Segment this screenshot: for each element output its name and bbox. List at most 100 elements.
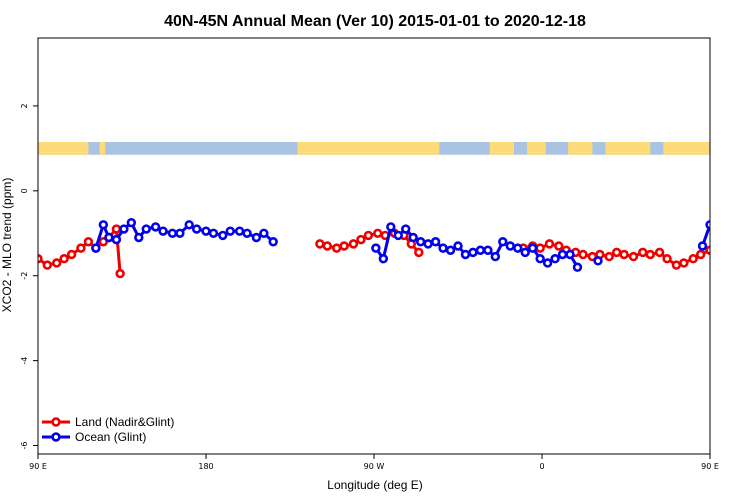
data-point bbox=[415, 237, 426, 247]
data-point bbox=[535, 243, 545, 253]
data-point bbox=[66, 249, 77, 260]
data-point bbox=[736, 228, 743, 235]
data-point bbox=[141, 224, 151, 234]
data-point bbox=[208, 228, 219, 238]
data-point bbox=[638, 247, 648, 258]
legend-marker bbox=[51, 432, 61, 442]
data-point bbox=[218, 230, 228, 241]
data-point bbox=[234, 226, 245, 236]
data-point bbox=[386, 222, 396, 232]
data-point bbox=[363, 230, 374, 241]
data-point bbox=[423, 239, 433, 249]
data-point bbox=[242, 228, 252, 238]
data-point bbox=[259, 228, 269, 238]
data-point bbox=[251, 232, 262, 243]
data-point bbox=[191, 224, 202, 234]
legend: Land (Nadir&Glint)Ocean (Glint) bbox=[42, 415, 174, 444]
data-point bbox=[42, 260, 53, 270]
data-point bbox=[38, 254, 43, 264]
data-point bbox=[104, 232, 114, 243]
data-point bbox=[733, 226, 740, 233]
data-point bbox=[322, 241, 333, 251]
data-point bbox=[414, 247, 424, 258]
data-point bbox=[550, 254, 560, 264]
data-point bbox=[201, 226, 211, 236]
data-point bbox=[535, 254, 545, 264]
data-point bbox=[554, 241, 564, 251]
y-tick-label: 0 bbox=[20, 188, 29, 193]
land-segment bbox=[663, 142, 710, 155]
x-tick-label: 0 bbox=[539, 462, 544, 471]
data-point bbox=[557, 249, 568, 260]
data-point bbox=[520, 247, 530, 258]
y-axis-label: XCO2 - MLO trend (ppm) bbox=[0, 178, 14, 313]
data-point bbox=[578, 249, 588, 260]
land-segment bbox=[99, 142, 106, 155]
data-point bbox=[91, 243, 101, 253]
legend-label: Ocean (Glint) bbox=[75, 430, 146, 444]
land-segment bbox=[297, 142, 440, 155]
data-point bbox=[111, 234, 122, 245]
data-point bbox=[654, 247, 665, 258]
data-point bbox=[225, 226, 235, 236]
series-line bbox=[38, 236, 110, 267]
data-point bbox=[645, 249, 655, 260]
x-axis-label: Longitude (deg E) bbox=[327, 478, 422, 492]
data-point bbox=[460, 249, 471, 260]
legend-label: Land (Nadir&Glint) bbox=[75, 415, 174, 429]
data-point bbox=[59, 254, 69, 264]
data-point bbox=[438, 243, 448, 253]
data-point bbox=[134, 232, 144, 243]
data-point bbox=[714, 236, 721, 243]
data-point bbox=[167, 228, 178, 238]
data-point bbox=[331, 243, 342, 253]
series-1 bbox=[91, 217, 750, 272]
data-point bbox=[373, 228, 383, 238]
data-point bbox=[371, 243, 381, 253]
land-sea-strip bbox=[38, 142, 710, 155]
data-point bbox=[722, 249, 729, 256]
x-tick-label: 180 bbox=[198, 462, 213, 471]
data-point bbox=[348, 239, 359, 249]
data-point bbox=[729, 234, 736, 241]
land-segment bbox=[38, 142, 89, 155]
data-point bbox=[184, 220, 194, 230]
data-point bbox=[697, 241, 708, 251]
data-point bbox=[158, 226, 168, 236]
data-point bbox=[688, 254, 698, 264]
data-point bbox=[453, 241, 463, 251]
data-point bbox=[356, 234, 366, 245]
data-point bbox=[115, 268, 125, 279]
data-point bbox=[662, 254, 672, 264]
data-point bbox=[744, 219, 750, 226]
x-tick-label: 90 W bbox=[364, 462, 385, 471]
y-tick-label: -2 bbox=[20, 272, 29, 280]
land-segment bbox=[568, 142, 593, 155]
legend-entry: Land (Nadir&Glint) bbox=[42, 415, 174, 429]
data-point bbox=[722, 240, 729, 247]
axes: 90 E 180 90 W 0 90 E 2 0 -2 -4 -6 bbox=[20, 103, 719, 471]
data-point bbox=[98, 220, 109, 230]
data-point bbox=[51, 258, 62, 268]
data-point bbox=[111, 224, 122, 234]
data-point bbox=[268, 237, 278, 247]
data-point bbox=[445, 245, 456, 255]
legend-marker bbox=[51, 417, 61, 427]
data-point bbox=[119, 224, 129, 234]
y-tick-label: -4 bbox=[20, 357, 29, 365]
data-point bbox=[671, 260, 682, 270]
data-point bbox=[714, 238, 721, 245]
data-point bbox=[619, 249, 629, 260]
data-point bbox=[628, 251, 639, 262]
data-point bbox=[483, 245, 493, 255]
land-segment bbox=[605, 142, 651, 155]
data-point bbox=[505, 241, 515, 251]
data-point bbox=[542, 258, 553, 268]
data-point bbox=[315, 239, 325, 249]
data-point bbox=[475, 245, 486, 255]
chart-title: 40N-45N Annual Mean (Ver 10) 2015-01-01 … bbox=[164, 13, 586, 30]
data-point bbox=[738, 270, 745, 277]
data-point bbox=[430, 237, 441, 247]
data-point bbox=[83, 237, 94, 247]
data-point bbox=[468, 247, 478, 258]
